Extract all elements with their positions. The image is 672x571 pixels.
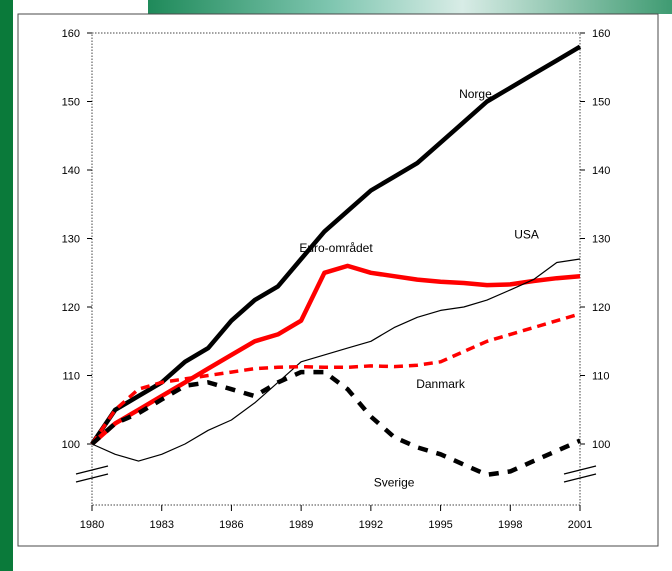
series-label-1: Euro-området — [299, 241, 373, 255]
series-line-2 — [91, 258, 581, 462]
x-tick-label: 1995 — [428, 519, 452, 531]
y-tick-label-left: 100 — [62, 439, 80, 451]
y-tick-label-left: 160 — [62, 28, 80, 40]
x-tick-label: 1986 — [219, 519, 243, 531]
series-line-1 — [90, 263, 581, 446]
series-label-3: Danmark — [416, 377, 466, 391]
y-tick-label-left: 110 — [62, 371, 80, 383]
tick-layer: 100 100 110 110 120 120 130 130 140 140 150 150 160 1… — [62, 28, 611, 531]
x-tick-label: 1998 — [498, 519, 522, 531]
series-label-4: Sverige — [374, 475, 415, 489]
axis-break-left — [75, 473, 109, 483]
y-tick-label-right: 100 — [592, 439, 610, 451]
y-tick-label-left: 150 — [62, 97, 80, 109]
series-line-0 — [90, 44, 582, 446]
green-frame-top — [148, 0, 672, 14]
y-tick-label-right: 110 — [592, 371, 610, 383]
x-tick-label: 1992 — [359, 519, 383, 531]
y-tick-label-left: 130 — [62, 234, 80, 246]
y-tick-label-right: 150 — [592, 97, 610, 109]
x-tick-label: 1983 — [149, 519, 173, 531]
series-line-3 — [90, 312, 581, 445]
y-tick-label-right: 160 — [592, 28, 610, 40]
series-label-0: Norge — [459, 87, 492, 101]
x-tick-label: 1989 — [289, 519, 313, 531]
green-frame-left — [0, 0, 13, 571]
axis-break-marks — [75, 465, 597, 483]
axis-break-right — [563, 465, 597, 475]
axis-break-right — [563, 473, 597, 483]
y-tick-label-right: 120 — [592, 302, 610, 314]
y-tick-label-left: 120 — [62, 302, 80, 314]
y-tick-label-right: 130 — [592, 234, 610, 246]
series-line-4 — [90, 369, 581, 478]
series-layer — [90, 44, 582, 478]
series-label-2: USA — [514, 228, 539, 242]
plot-frame — [91, 32, 581, 506]
y-tick-label-right: 140 — [592, 165, 610, 177]
x-tick-label: 2001 — [568, 519, 592, 531]
x-tick-label: 1980 — [80, 519, 104, 531]
axis-break-left — [75, 465, 109, 475]
series-labels: Norge Euro-området USA Danmark Sverige — [299, 87, 539, 489]
y-tick-label-left: 140 — [62, 165, 80, 177]
